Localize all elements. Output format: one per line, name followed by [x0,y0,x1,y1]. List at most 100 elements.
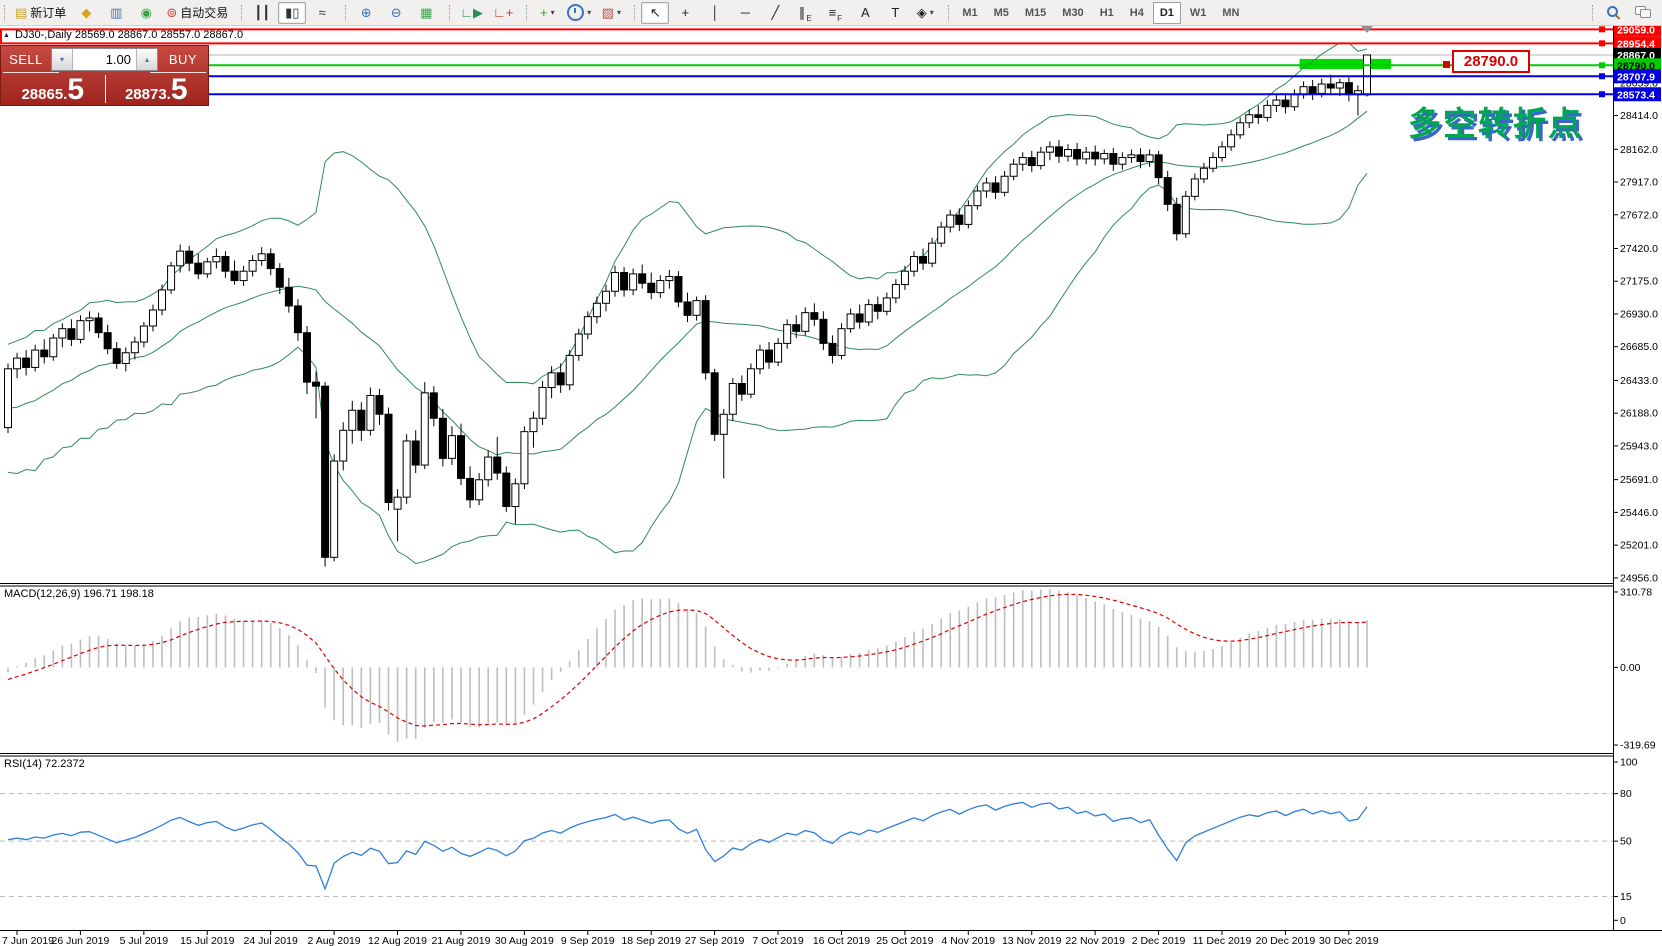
shapes-button[interactable]: ◈ ▾ [911,2,939,24]
period-w1-button[interactable]: W1 [1189,6,1207,19]
period-d1-button[interactable]: D1 [1152,1,1181,24]
period-mn-button[interactable]: MN [1222,6,1240,19]
new-order-icon: ▤ [15,5,28,20]
chevron-down-icon[interactable]: ▾ [616,8,621,17]
ask-price[interactable]: 28873. 5 [105,72,209,105]
svg-text:0.00: 0.00 [1620,662,1641,674]
timeframes-clock-button[interactable]: ▾ [563,2,595,24]
zoom-out-button[interactable]: ⊖ [382,2,410,24]
candlestick-chart-button[interactable]: ▮▯ [278,1,307,24]
zoom-in-button[interactable]: ⊕ [352,2,380,24]
market-depth-icon[interactable]: ▥ [102,2,130,24]
svg-text:25943.0: 25943.0 [1620,440,1658,452]
tile-windows-icon: ▦ [420,5,433,20]
horizontal-line-objects[interactable] [0,26,1613,98]
text-icon: A [860,5,870,20]
add-indicator-icon: + [539,5,548,20]
macd-axis[interactable]: 310.78 0.00 -319.69 [1613,586,1656,751]
market-depth-icon-icon: ▥ [110,5,123,20]
timeframes-clock-button [567,4,585,21]
svg-text:30 Dec 2019: 30 Dec 2019 [1319,935,1379,946]
chart-title: DJ30-,Daily 28569.0 28867.0 28557.0 2886… [14,29,244,41]
objects-window-button[interactable]: ∟+ [489,2,517,24]
svg-text:28162.0: 28162.0 [1620,144,1658,156]
resistance-line-28954-marker[interactable] [1599,40,1605,47]
rsi-indicator-label: RSI(14) 72.2372 [4,758,85,770]
buy-button[interactable]: BUY [168,51,198,67]
indicators-window-button[interactable]: ∟▶ [456,2,487,24]
svg-text:0: 0 [1620,915,1626,927]
vertical-line-button[interactable]: │ [701,2,729,24]
svg-text:21 Aug 2019: 21 Aug 2019 [431,935,490,946]
horizontal-line-button[interactable]: ─ [731,2,759,24]
period-h4-button[interactable]: H4 [1129,6,1144,19]
line-chart-button[interactable]: ≈ [308,2,336,24]
fibonacci-button[interactable]: ≡ F [821,2,849,24]
tile-windows-button[interactable]: ▦ [412,2,440,24]
svg-text:80: 80 [1620,788,1632,800]
divider [3,72,59,73]
chevron-down-icon[interactable]: ▾ [587,8,592,17]
equidistant-channel-button[interactable]: ∥ E [791,2,819,24]
template-button[interactable]: ▨ ▾ [597,2,625,24]
fibonacci-icon: ≡ [828,5,837,20]
auto-trading-button-label: 自动交易 [180,6,229,20]
horizontal-line-icon: ─ [740,5,750,20]
rsi-line [7,801,1368,891]
panel-frames [0,25,1662,931]
indicators-window-icon: ∟▶ [460,5,483,20]
line-chart-icon: ≈ [318,5,326,20]
volume-decrease-button[interactable]: ▾ [52,48,73,70]
bar-chart-button[interactable]: ┃┃ [248,2,276,24]
turning-point-annotation[interactable]: 多空转折点 [1408,105,1583,142]
candlestick-series [4,54,1371,567]
cursor-icon: ↖ [649,5,661,20]
trendline-button[interactable]: ╱ [761,2,789,24]
svg-text:30 Aug 2019: 30 Aug 2019 [495,935,554,946]
pivot-line-28790-marker[interactable] [1599,62,1605,69]
right-group [1588,0,1662,25]
svg-text:28414.0: 28414.0 [1620,110,1658,122]
new-order-button[interactable]: ▤ 新订单 [11,2,70,24]
signals-icon[interactable]: ◉ [132,2,160,24]
period-m1-button[interactable]: M1 [962,6,978,19]
volume-increase-button[interactable]: ▴ [136,48,157,70]
rsi-axis[interactable]: 100 80 50 15 0 [1613,757,1638,927]
sell-button[interactable]: SELL [9,51,43,67]
svg-text:7 Oct 2019: 7 Oct 2019 [752,935,804,946]
collapse-arrow-icon[interactable]: ▲ [3,31,10,39]
auto-trading-button[interactable]: ⊚ 自动交易 [162,2,232,24]
resistance-line-29059-marker[interactable] [1599,26,1605,33]
period-h1-button[interactable]: H1 [1099,6,1114,19]
green-rectangle-object[interactable] [1299,58,1391,70]
period-m15-button[interactable]: M15 [1024,6,1047,19]
support-line-28573-marker[interactable] [1599,91,1605,98]
price-axis[interactable]: 28904.028659.028414.028162.027917.027672… [1613,45,1658,585]
text-label-button[interactable]: T [881,2,909,24]
svg-text:27175.0: 27175.0 [1620,276,1658,288]
add-indicator-button[interactable]: + ▾ [533,2,561,24]
text-button[interactable]: A [851,2,879,24]
volume-input[interactable]: 1.00 [105,51,131,67]
chart-title-bar: ▲ DJ30-,Daily 28569.0 28867.0 28557.0 28… [3,29,243,41]
svg-text:2 Dec 2019: 2 Dec 2019 [1132,935,1186,946]
price-tag-label[interactable]: 28790.0 [1452,50,1530,73]
line-studies-group: ↖ + │ ─ ╱ ∥ E ≡ F A T ◈ ▾ [630,0,944,25]
text-label-icon: T [891,5,900,20]
bid-price[interactable]: 28865. 5 [1,72,105,105]
chat-icon[interactable] [1629,2,1657,24]
chevron-down-icon[interactable]: ▾ [929,8,934,17]
rsi-level-lines [0,793,1613,898]
svg-text:24 Jul 2019: 24 Jul 2019 [244,935,298,946]
period-m30-button[interactable]: M30 [1062,6,1084,19]
svg-text:12 Aug 2019: 12 Aug 2019 [368,935,427,946]
crosshair-button[interactable]: + [671,2,699,24]
chevron-down-icon[interactable]: ▾ [550,8,555,17]
period-m5-button[interactable]: M5 [993,6,1009,19]
search-icon[interactable] [1599,2,1627,24]
price-tag-marker [1443,61,1450,68]
cursor-button[interactable]: ↖ [641,1,670,24]
support-line-28707-marker[interactable] [1599,73,1605,80]
gold-icon[interactable]: ◆ [72,2,100,24]
